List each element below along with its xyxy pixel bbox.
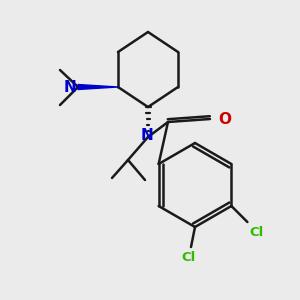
Text: Cl: Cl	[249, 226, 264, 239]
Text: O: O	[218, 112, 231, 127]
Text: N: N	[141, 128, 153, 143]
Text: N: N	[63, 80, 76, 94]
Text: Cl: Cl	[182, 251, 196, 264]
Polygon shape	[78, 85, 118, 89]
